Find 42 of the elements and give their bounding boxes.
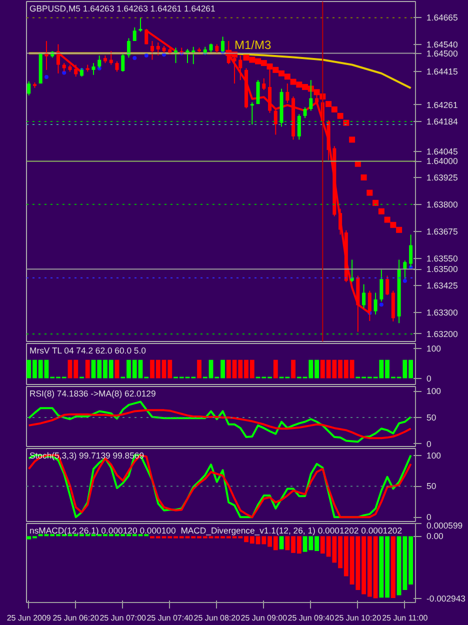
chart-title: RSI(8) 74.1836 ->MA(8) 62.0129 [30, 388, 156, 398]
x-tick-label: 25 Jun 06:20 [52, 614, 100, 622]
ref-line-label: 1.64500 [426, 48, 458, 58]
y-tick-label: 50 [426, 412, 436, 423]
y-tick-label: 1.64665 [426, 12, 458, 23]
x-tick-label: 25 Jun 09:00 [240, 614, 288, 622]
annotation: M1/M3 [234, 38, 272, 52]
x-tick-label: 25 Jun 2009 [6, 614, 52, 622]
ref-line-label: 1.63200 [426, 328, 458, 339]
y-tick-label: 1.64415 [426, 66, 458, 77]
y-tick-label: 1.63550 [426, 253, 458, 264]
y-tick-label: 1.63675 [426, 226, 458, 236]
y-tick-label: 1.63925 [426, 172, 458, 182]
y-tick-label: 100 [426, 450, 442, 460]
y-tick-label: 50 [426, 481, 436, 492]
y-tick-label: 1.64261 [426, 100, 458, 110]
ref-line-label: 1.63800 [426, 199, 458, 210]
x-tick-label: 25 Jun 07:00 [100, 614, 147, 622]
ref-line-label: 1.64184 [426, 116, 458, 127]
x-tick-label: 25 Jun 10:20 [334, 614, 382, 622]
y-tick-label: 0 [426, 373, 432, 384]
y-tick-label: 1.63425 [426, 280, 458, 290]
y-tick-label: -0.002943 [426, 594, 466, 604]
x-tick-label: 25 Jun 09:40 [288, 614, 335, 622]
chart-title: MrsV TL 04 74.2 62.0 60.0 5.0 [30, 346, 146, 356]
chart-title: nsMACD(12,26,1) 0.000120 0.000100 [30, 526, 176, 536]
y-tick-label: 1.63300 [426, 307, 458, 318]
y-tick-label: 0.00 [426, 531, 444, 542]
y-tick-label: 100 [426, 386, 442, 396]
x-tick-label: 25 Jun 11:00 [382, 614, 428, 622]
y-tick-label: 0 [426, 512, 432, 522]
y-tick-label: 1.64045 [426, 146, 458, 157]
y-tick-label: 0.000599 [426, 520, 463, 530]
ref-line-label: 1.63500 [426, 264, 458, 274]
chart-subtitle: MACD_Divergence_v1.1(12, 26, 1) 0.0001202 0.0001202 [180, 526, 402, 536]
x-tick-label: 25 Jun 07:40 [146, 614, 194, 622]
x-tick-label: 25 Jun 08:20 [194, 614, 241, 622]
y-tick-label: 100 [426, 344, 442, 354]
y-tick-label: 0 [426, 438, 432, 449]
ref-line-label: 1.64000 [426, 156, 458, 166]
chart-title: GBPUSD,M5 1.64263 1.64263 1.64261 1.64261 [30, 4, 216, 14]
y-tick-label: 1.64540 [426, 40, 458, 50]
